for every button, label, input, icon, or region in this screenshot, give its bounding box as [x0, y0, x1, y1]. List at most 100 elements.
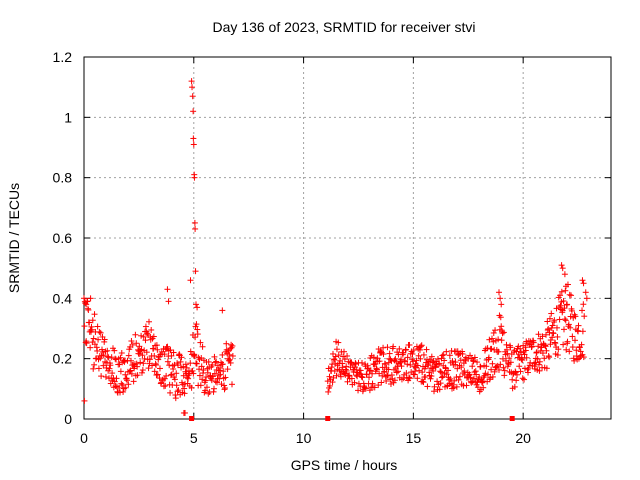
data-point: [104, 353, 111, 360]
data-point: [392, 355, 399, 362]
data-point: [140, 333, 147, 340]
data-point: [552, 340, 559, 347]
data-point: [87, 344, 94, 351]
data-point: [528, 343, 535, 350]
data-point: [194, 331, 201, 338]
data-point: [181, 390, 188, 397]
data-point: [208, 377, 215, 384]
data-point: [111, 347, 118, 354]
data-point: [202, 387, 209, 394]
data-point: [100, 362, 107, 369]
data-point: [555, 346, 562, 353]
data-point: [565, 321, 572, 328]
data-point: [489, 373, 496, 380]
data-point: [535, 361, 542, 368]
data-point: [419, 378, 426, 385]
data-point: [140, 360, 147, 367]
y-tick-label: 1: [64, 109, 72, 125]
data-point: [199, 343, 206, 350]
data-point: [330, 374, 337, 381]
data-point: [352, 361, 359, 368]
data-point: [535, 331, 542, 338]
data-point: [175, 387, 182, 394]
data-point: [344, 352, 351, 359]
data-point: [329, 379, 336, 386]
data-point: [331, 368, 338, 375]
data-point: [575, 322, 582, 329]
data-point: [187, 348, 194, 355]
data-point: [333, 372, 340, 379]
data-point: [420, 379, 427, 386]
data-point: [212, 378, 219, 385]
x-tick-label: 15: [406, 430, 422, 446]
data-point: [190, 370, 197, 377]
data-point: [419, 369, 426, 376]
data-point: [222, 374, 229, 381]
data-point: [499, 330, 506, 337]
data-point: [117, 354, 124, 361]
data-point: [543, 365, 550, 372]
data-point: [445, 367, 452, 374]
data-point: [351, 379, 358, 386]
y-tick-label: 1.2: [53, 49, 73, 65]
data-point: [580, 354, 587, 361]
data-point: [132, 331, 139, 338]
data-point: [192, 225, 199, 232]
data-point: [106, 365, 113, 372]
data-point: [324, 378, 331, 385]
data-point: [162, 382, 169, 389]
data-point: [193, 321, 200, 328]
data-point: [337, 373, 344, 380]
data-point: [127, 367, 134, 374]
data-point: [544, 318, 551, 325]
data-point: [497, 361, 504, 368]
data-point: [539, 333, 546, 340]
data-point: [87, 295, 94, 302]
data-point: [430, 367, 437, 374]
data-point: [443, 348, 450, 355]
data-point: [479, 378, 486, 385]
data-point: [535, 343, 542, 350]
data-point: [217, 365, 224, 372]
data-point: [94, 323, 101, 330]
data-point: [366, 374, 373, 381]
data-point: [440, 351, 447, 358]
data-point: [97, 329, 104, 336]
data-point: [197, 382, 204, 389]
data-point: [398, 363, 405, 370]
data-point: [326, 373, 333, 380]
data-point: [437, 380, 444, 387]
y-tick-label: 0: [64, 411, 72, 427]
data-point: [112, 383, 119, 390]
data-point: [187, 360, 194, 367]
data-point: [113, 356, 120, 363]
data-point: [554, 333, 561, 340]
data-point: [550, 330, 557, 337]
data-point: [192, 268, 199, 275]
data-point: [500, 329, 507, 336]
data-point: [482, 370, 489, 377]
data-point: [189, 367, 196, 374]
data-point: [572, 313, 579, 320]
data-point: [578, 352, 585, 359]
data-point: [194, 304, 201, 311]
data-point: [220, 368, 227, 375]
data-point: [438, 374, 445, 381]
data-point: [125, 381, 132, 388]
data-point: [174, 362, 181, 369]
chart-title: Day 136 of 2023, SRMTID for receiver stv…: [213, 19, 476, 35]
data-point: [422, 373, 429, 380]
data-point: [84, 298, 91, 305]
data-point: [431, 383, 438, 390]
data-point: [200, 367, 207, 374]
data-point: [156, 375, 163, 382]
data-point: [414, 375, 421, 382]
x-tick-label: 20: [515, 430, 531, 446]
data-point: [553, 305, 560, 312]
data-point: [566, 348, 573, 355]
data-point: [567, 324, 574, 331]
data-point: [410, 347, 417, 354]
data-point: [81, 323, 88, 330]
data-point: [569, 333, 576, 340]
